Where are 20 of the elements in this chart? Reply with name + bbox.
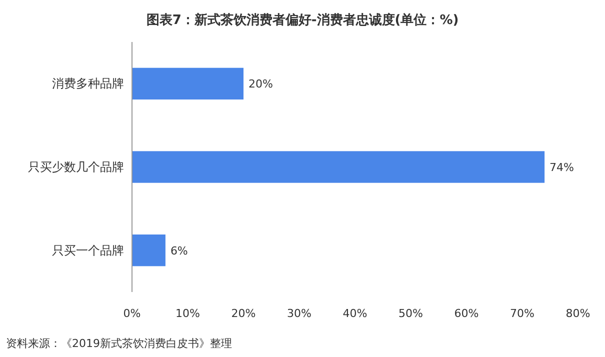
data-label: 6% [170,244,188,258]
y-tick-label: 只买一个品牌 [52,243,124,258]
x-tick-label: 80% [566,307,590,320]
x-tick-label: 70% [510,307,534,320]
y-tick-label: 消费多种品牌 [52,76,124,91]
x-tick-label: 30% [287,307,312,320]
bar [132,68,244,100]
x-tick-label: 40% [342,307,368,320]
y-tick-label: 只买少数几个品牌 [28,160,124,174]
data-label: 74% [550,161,574,174]
bar [132,151,545,183]
x-tick-label: 50% [398,307,423,320]
text: 资料来源：《2019新式茶饮消费白皮书》整理 [6,337,232,350]
x-tick-label: 20% [231,307,256,320]
x-tick-label: 0% [123,307,141,320]
x-tick-label: 10% [176,307,200,320]
chart-title: 图表7：新式茶饮消费者偏好-消费者忠诚度(单位：%) [146,12,459,28]
bar [132,234,166,266]
x-tick-label: 60% [454,307,479,320]
data-label: 20% [248,78,273,91]
